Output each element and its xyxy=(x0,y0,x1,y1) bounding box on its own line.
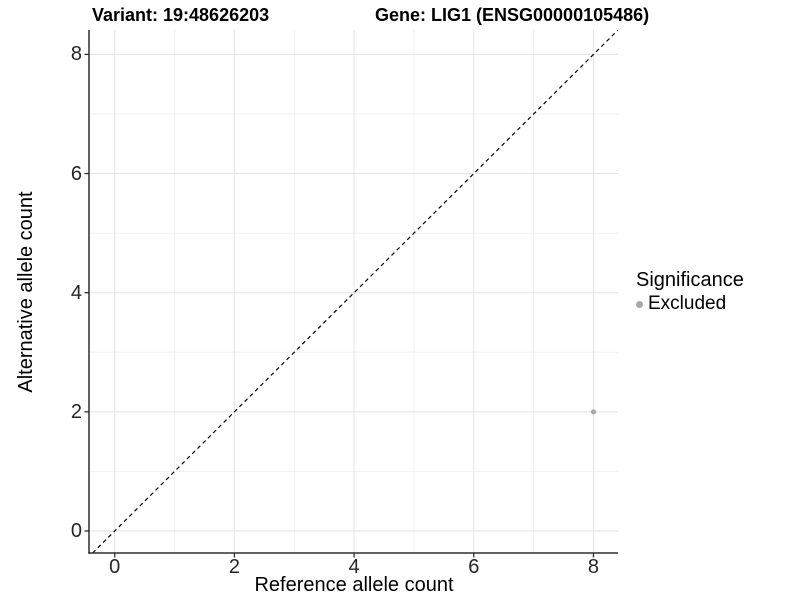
excluded-point-swatch-icon xyxy=(636,300,643,308)
x-tick-label: 8 xyxy=(587,556,600,578)
data-point-excluded xyxy=(590,409,597,415)
variant-title: Variant: 19:48626203 xyxy=(92,5,270,25)
x-axis-label: Reference allele count xyxy=(254,574,454,596)
x-tick-label: 6 xyxy=(468,556,480,578)
gene-title: Gene: LIG1 (ENSG00000105486) xyxy=(375,5,650,25)
legend-item-label: Excluded xyxy=(648,293,727,314)
y-axis-label: Alternative allele count xyxy=(15,191,37,393)
identity-reference-line xyxy=(92,29,619,554)
x-tick-label: 0 xyxy=(109,556,121,578)
legend: Significance Excluded xyxy=(636,268,744,315)
y-tick-label: 0 xyxy=(70,519,82,542)
y-tick-label: 4 xyxy=(70,281,82,304)
plot-panel xyxy=(84,29,619,558)
y-tick-label: 6 xyxy=(70,162,82,185)
y-tick-label: 8 xyxy=(70,43,82,66)
legend-item-excluded: Excluded xyxy=(636,293,744,315)
y-tick-label: 2 xyxy=(70,400,82,423)
x-tick-label: 4 xyxy=(348,556,360,578)
legend-title: Significance xyxy=(636,269,744,291)
x-tick-label: 2 xyxy=(228,556,240,578)
